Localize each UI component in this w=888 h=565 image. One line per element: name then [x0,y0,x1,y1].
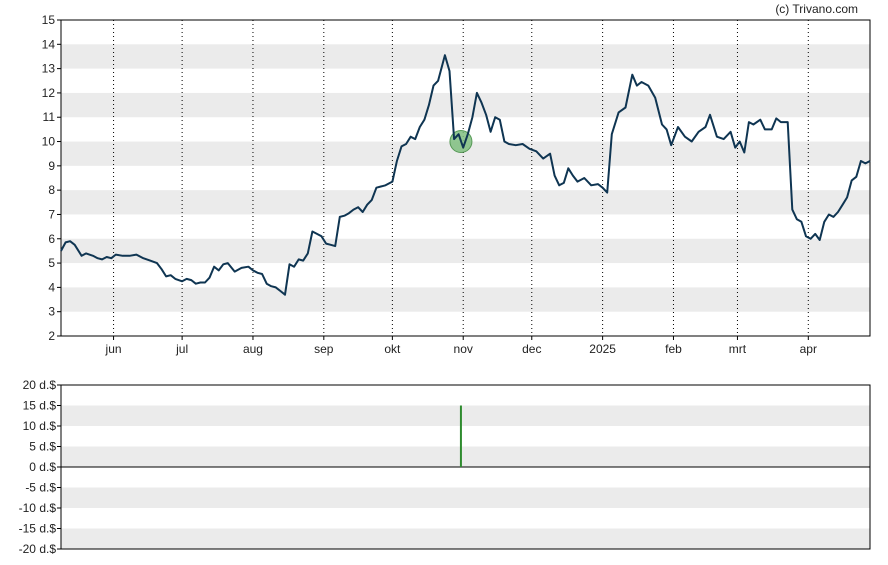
x-tick-label: feb [665,342,682,356]
price-band [61,92,870,118]
x-tick-label: aug [243,342,263,356]
trade-y-tick-label: 20 d.$ [23,378,57,392]
price-band [61,287,870,312]
trade-y-tick-label: -5 d.$ [25,481,56,495]
x-tick-label: dec [522,342,541,356]
y-tick-label: 10 [42,135,56,149]
y-tick-label: 7 [48,207,55,221]
trade-band [61,405,870,426]
y-tick-label: 11 [43,110,56,124]
y-tick-label: 5 [48,256,55,270]
x-tick-label: jun [105,342,122,356]
price-frame [60,19,871,337]
y-tick-label: 2 [48,329,55,343]
price-panel: jun jul aug sep okt nov dec 2025 feb mrt apr 2 3 4 5 6 7… [42,13,871,356]
price-band [61,44,870,69]
y-tick-label: 9 [48,159,55,173]
x-tick-label: okt [384,342,401,356]
trade-y-tick-label: 15 d.$ [23,399,57,413]
trade-y-tick-label: 10 d.$ [23,419,57,433]
y-tick-label: 3 [48,305,55,319]
x-tick-label: apr [800,342,817,356]
y-tick-label: 13 [42,62,56,76]
x-tick-label: jul [175,342,188,356]
trade-band [61,446,870,467]
trade-y-tick-label: 5 d.$ [29,440,56,454]
price-band [61,238,870,264]
price-line [60,54,871,296]
y-tick-label: 12 [42,86,56,100]
x-tick-label: 2025 [589,342,616,356]
y-tick-label: 14 [42,37,56,51]
y-tick-label: 15 [42,13,56,27]
credit-label: (c) Trivano.com [775,2,858,16]
y-tick-label: 6 [48,232,55,246]
trade-y-tick-label: 0 d.$ [29,460,56,474]
trade-y-tick-label: -10 d.$ [19,501,57,515]
y-tick-label: 8 [48,183,55,197]
x-tick-label: sep [314,342,334,356]
x-tick-label: mrt [729,342,747,356]
trade-y-tick-label: -15 d.$ [19,522,57,536]
trade-frame [60,384,871,550]
trade-band [61,528,870,549]
trade-band [61,487,870,508]
trade-y-tick-label: -20 d.$ [19,542,57,556]
x-tick-label: nov [454,342,473,356]
price-band [61,190,870,215]
y-tick-label: 4 [48,280,55,294]
insider-trade-panel: 20 d.$ 15 d.$ 10 d.$ 5 d.$ 0 d.$ -5 d.$ -10 d.… [19,378,871,556]
